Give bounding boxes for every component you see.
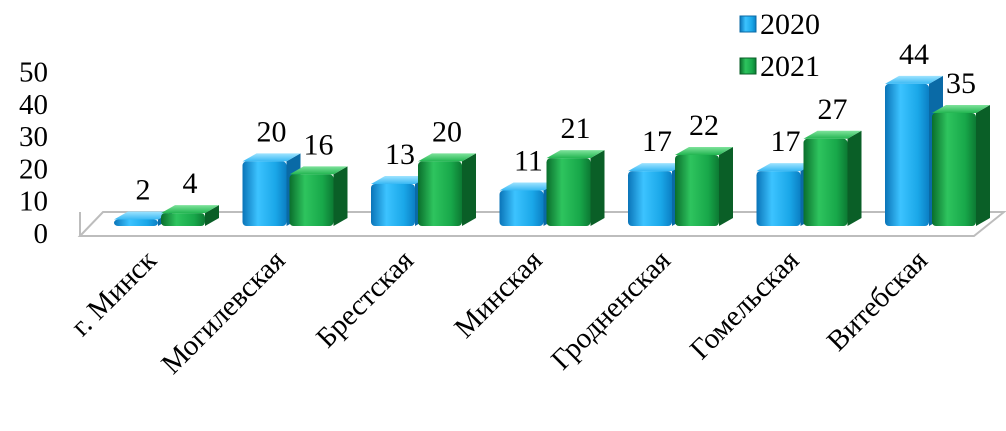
data-label: 11	[514, 144, 543, 177]
legend-item-2020: 2020	[739, 8, 820, 41]
data-label: 20	[432, 115, 462, 148]
data-label: 17	[771, 125, 801, 158]
x-category-label: Минская	[448, 244, 548, 344]
data-label: 27	[818, 93, 848, 126]
y-tick-label: 20	[19, 153, 48, 185]
data-label: 2	[136, 174, 151, 207]
legend-label: 2021	[760, 50, 820, 83]
x-category-label: Могилевская	[155, 244, 291, 380]
legend: 2020 2021	[739, 8, 820, 83]
data-label: 4	[183, 167, 198, 200]
data-label: 22	[689, 109, 719, 142]
data-label: 13	[385, 138, 415, 171]
bar-2021-4	[675, 146, 733, 226]
y-tick-label: 0	[34, 218, 49, 250]
chart-floor	[77, 211, 1006, 237]
x-category-label: Брестская	[310, 244, 420, 354]
bar-2021-1	[289, 166, 348, 226]
bar-2021-3	[546, 150, 605, 226]
x-category-label: Гродненская	[545, 244, 677, 376]
data-label: 20	[257, 115, 287, 148]
y-tick-label: 10	[19, 186, 48, 218]
legend-item-2021: 2021	[739, 50, 820, 83]
data-label: 16	[304, 128, 334, 161]
bar-2021-2	[418, 153, 476, 226]
bar-2021-0	[161, 205, 219, 226]
legend-swatch	[739, 57, 757, 75]
x-category-label: г. Минск	[65, 244, 164, 343]
legend-label: 2020	[760, 8, 820, 41]
bar-2021-5	[803, 130, 862, 226]
data-label: 44	[899, 38, 929, 71]
legend-swatch	[739, 15, 757, 33]
y-tick-label: 30	[19, 121, 48, 153]
data-label: 35	[946, 67, 976, 100]
data-label: 17	[642, 125, 672, 158]
y-tick-label: 40	[19, 89, 48, 121]
bars	[114, 75, 990, 226]
data-labels: 2 4 20 16 13 20 11 21 17 22 17 27 44 35	[136, 38, 977, 207]
y-tick-label: 50	[19, 57, 48, 89]
data-label: 21	[561, 112, 591, 145]
floor-plane	[77, 211, 1006, 237]
bar-2021-6	[932, 104, 990, 226]
x-category-label: Витебская	[821, 244, 934, 357]
x-category-label: Гомельская	[684, 244, 806, 366]
